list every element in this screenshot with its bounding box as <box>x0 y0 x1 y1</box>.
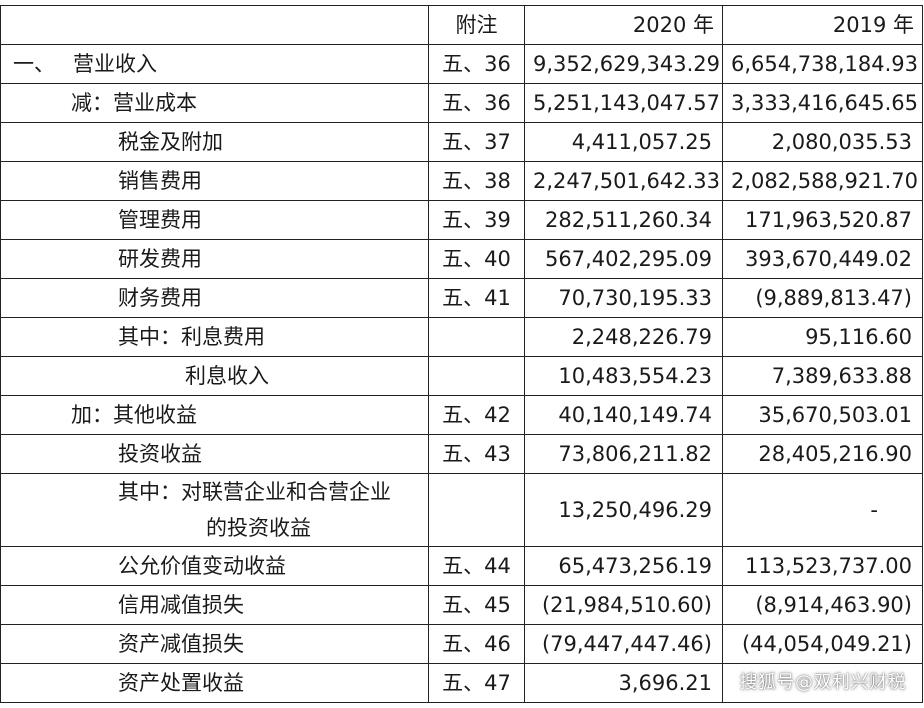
row-note: 五、36 <box>428 83 525 123</box>
row-label: 研发费用 <box>0 239 429 279</box>
income-statement-table: 附注 2020 年 2019 年 一、 营业收入 五、36 9,352,629,3… <box>0 5 923 703</box>
row-value-2019: 3,333,416,645.65 <box>722 83 923 123</box>
table-row: 投资收益 五、43 73,806,211.82 28,405,216.90 <box>0 434 923 474</box>
table-row: 财务费用 五、41 70,730,195.33 (9,889,813.47) <box>0 278 923 318</box>
row-value-2020: 10,483,554.23 <box>524 356 723 396</box>
row-note: 五、36 <box>428 44 525 84</box>
row-value-2020: 282,511,260.34 <box>524 200 723 240</box>
row-note: 五、37 <box>428 122 525 162</box>
row-value-2020: 40,140,149.74 <box>524 395 723 435</box>
row-note: 五、39 <box>428 200 525 240</box>
row-note: 五、40 <box>428 239 525 279</box>
row-note <box>428 356 525 396</box>
row-value-2020: (21,984,510.60) <box>524 585 723 625</box>
row-note: 五、44 <box>428 546 525 586</box>
row-label: 利息收入 <box>0 356 429 396</box>
row-value-2019: 393,670,449.02 <box>722 239 923 279</box>
table-row: 资产处置收益 五、47 3,696.21 <box>0 663 923 703</box>
row-note: 五、47 <box>428 663 525 703</box>
table-row: 销售费用 五、38 2,247,501,642.33 2,082,588,921… <box>0 161 923 201</box>
row-note: 五、45 <box>428 585 525 625</box>
row-label: 税金及附加 <box>0 122 429 162</box>
row-note: 五、41 <box>428 278 525 318</box>
row-value-2019: (8,914,463.90) <box>722 585 923 625</box>
row-label: 减：营业成本 <box>0 83 429 123</box>
row-value-2020: 2,247,501,642.33 <box>524 161 723 201</box>
row-value-2019: 28,405,216.90 <box>722 434 923 474</box>
table-row: 加：其他收益 五、42 40,140,149.74 35,670,503.01 <box>0 395 923 435</box>
row-label-line1: 其中：对联营企业和合营企业 <box>118 480 391 504</box>
row-note: 五、42 <box>428 395 525 435</box>
row-value-2020: 567,402,295.09 <box>524 239 723 279</box>
row-note: 五、38 <box>428 161 525 201</box>
row-value-2019: (44,054,049.21) <box>722 624 923 664</box>
row-label: 其中：利息费用 <box>0 317 429 357</box>
table-row: 公允价值变动收益 五、44 65,473,256.19 113,523,737.… <box>0 546 923 586</box>
table-row: 研发费用 五、40 567,402,295.09 393,670,449.02 <box>0 239 923 279</box>
table-row: 税金及附加 五、37 4,411,057.25 2,080,035.53 <box>0 122 923 162</box>
row-value-2019: 6,654,738,184.93 <box>722 44 923 84</box>
row-label-line2: 的投资收益 <box>206 516 311 540</box>
row-label: 资产处置收益 <box>0 663 429 703</box>
table-row: 减：营业成本 五、36 5,251,143,047.57 3,333,416,6… <box>0 83 923 123</box>
row-value-2020: 73,806,211.82 <box>524 434 723 474</box>
header-row: 附注 2020 年 2019 年 <box>0 5 923 45</box>
row-label: 一、 营业收入 <box>0 44 429 84</box>
row-label-text: 营业收入 <box>73 52 157 76</box>
row-value-2020: 70,730,195.33 <box>524 278 723 318</box>
row-label: 资产减值损失 <box>0 624 429 664</box>
row-value-2019: 113,523,737.00 <box>722 546 923 586</box>
row-label: 其中：对联营企业和合营企业 的投资收益 <box>0 473 429 547</box>
row-value-2019 <box>722 663 923 703</box>
header-2019: 2019 年 <box>722 5 923 45</box>
row-label: 销售费用 <box>0 161 429 201</box>
row-value-2020: 4,411,057.25 <box>524 122 723 162</box>
row-value-2020: 13,250,496.29 <box>524 473 723 547</box>
row-value-2020: 65,473,256.19 <box>524 546 723 586</box>
row-value-2020: (79,447,447.46) <box>524 624 723 664</box>
row-note <box>428 473 525 547</box>
row-label: 信用减值损失 <box>0 585 429 625</box>
section-number: 一、 <box>13 52 55 76</box>
row-value-2019: (9,889,813.47) <box>722 278 923 318</box>
table-row: 管理费用 五、39 282,511,260.34 171,963,520.87 <box>0 200 923 240</box>
row-value-2019: 2,082,588,921.70 <box>722 161 923 201</box>
row-label: 投资收益 <box>0 434 429 474</box>
row-label: 管理费用 <box>0 200 429 240</box>
row-value-2020: 3,696.21 <box>524 663 723 703</box>
row-value-2020: 9,352,629,343.29 <box>524 44 723 84</box>
row-note: 五、46 <box>428 624 525 664</box>
row-label: 加：其他收益 <box>0 395 429 435</box>
table-row: 其中：利息费用 2,248,226.79 95,116.60 <box>0 317 923 357</box>
row-note <box>428 317 525 357</box>
header-item <box>0 5 429 45</box>
row-note: 五、43 <box>428 434 525 474</box>
table-row: 利息收入 10,483,554.23 7,389,633.88 <box>0 356 923 396</box>
row-value-2019: 171,963,520.87 <box>722 200 923 240</box>
row-value-2019: 35,670,503.01 <box>722 395 923 435</box>
row-value-2019: 2,080,035.53 <box>722 122 923 162</box>
table-row: 资产减值损失 五、46 (79,447,447.46) (44,054,049.… <box>0 624 923 664</box>
row-value-2019: 7,389,633.88 <box>722 356 923 396</box>
table-row: 其中：对联营企业和合营企业 的投资收益 13,250,496.29 - <box>0 473 923 547</box>
table-row: 信用减值损失 五、45 (21,984,510.60) (8,914,463.9… <box>0 585 923 625</box>
row-value-2019: - <box>722 473 923 547</box>
row-value-2020: 5,251,143,047.57 <box>524 83 723 123</box>
header-2020: 2020 年 <box>524 5 723 45</box>
row-label: 公允价值变动收益 <box>0 546 429 586</box>
row-value-2020: 2,248,226.79 <box>524 317 723 357</box>
header-note: 附注 <box>428 5 525 45</box>
row-value-2019: 95,116.60 <box>722 317 923 357</box>
table-row: 一、 营业收入 五、36 9,352,629,343.29 6,654,738,1… <box>0 44 923 84</box>
row-label: 财务费用 <box>0 278 429 318</box>
